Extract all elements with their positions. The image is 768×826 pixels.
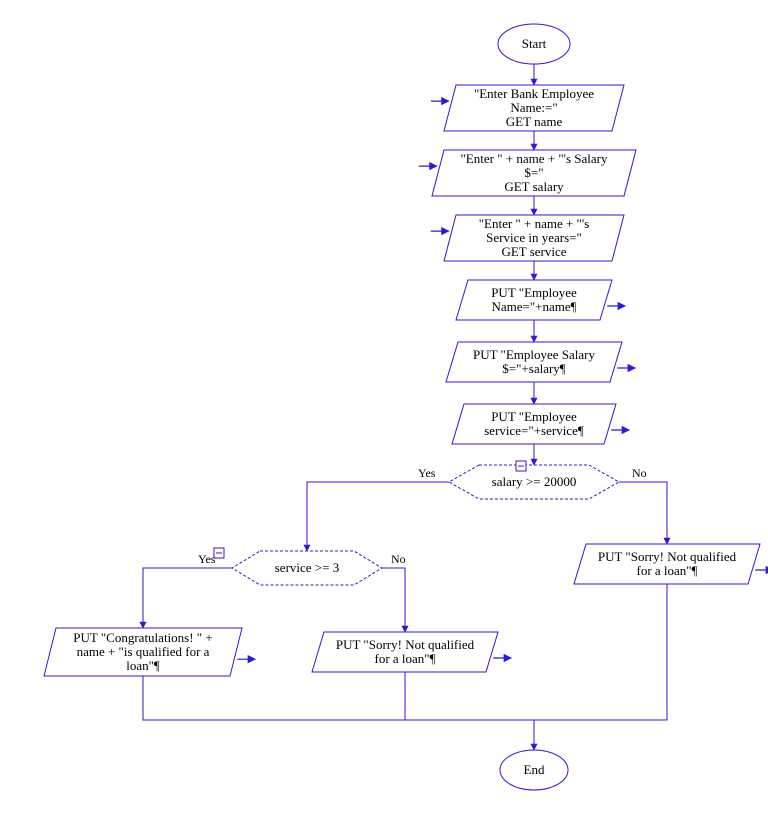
svg-text:GET salary: GET salary bbox=[504, 179, 564, 194]
svg-text:Name="+name¶: Name="+name¶ bbox=[491, 299, 576, 314]
svg-text:PUT "Sorry! Not qualified: PUT "Sorry! Not qualified bbox=[336, 637, 475, 652]
svg-text:service >= 3: service >= 3 bbox=[275, 560, 339, 575]
svg-text:PUT "Employee: PUT "Employee bbox=[491, 285, 577, 300]
svg-text:No: No bbox=[391, 552, 406, 566]
svg-text:"Enter Bank Employee: "Enter Bank Employee bbox=[474, 86, 594, 101]
svg-text:$=": $=" bbox=[524, 165, 543, 180]
flowchart: Start "Enter Bank EmployeeName:="GET name… bbox=[0, 0, 768, 826]
svg-text:for a loan"¶: for a loan"¶ bbox=[636, 563, 697, 578]
svg-text:"Enter " + name + "'s Salary: "Enter " + name + "'s Salary bbox=[461, 151, 608, 166]
svg-text:salary >= 20000: salary >= 20000 bbox=[492, 474, 577, 489]
svg-text:loan"¶: loan"¶ bbox=[126, 658, 160, 673]
svg-text:PUT "Employee Salary: PUT "Employee Salary bbox=[473, 347, 596, 362]
svg-text:Service in years=": Service in years=" bbox=[486, 230, 582, 245]
svg-text:service="+service¶: service="+service¶ bbox=[484, 423, 584, 438]
svg-text:$="+salary¶: $="+salary¶ bbox=[502, 361, 566, 376]
svg-text:for a loan"¶: for a loan"¶ bbox=[374, 651, 435, 666]
svg-text:End: End bbox=[524, 762, 545, 777]
svg-text:PUT "Sorry! Not qualified: PUT "Sorry! Not qualified bbox=[598, 549, 737, 564]
svg-text:Start: Start bbox=[522, 36, 547, 51]
svg-text:Yes: Yes bbox=[198, 552, 216, 566]
svg-text:No: No bbox=[632, 466, 647, 480]
svg-text:name + "is qualified for a: name + "is qualified for a bbox=[77, 644, 210, 659]
svg-text:Yes: Yes bbox=[418, 466, 436, 480]
svg-text:PUT "Congratulations! " +: PUT "Congratulations! " + bbox=[73, 630, 212, 645]
svg-text:PUT "Employee: PUT "Employee bbox=[491, 409, 577, 424]
svg-text:GET name: GET name bbox=[506, 114, 563, 129]
svg-text:Name:=": Name:=" bbox=[510, 100, 557, 115]
svg-text:GET service: GET service bbox=[501, 244, 566, 259]
svg-text:"Enter " + name + "'s: "Enter " + name + "'s bbox=[479, 216, 590, 231]
